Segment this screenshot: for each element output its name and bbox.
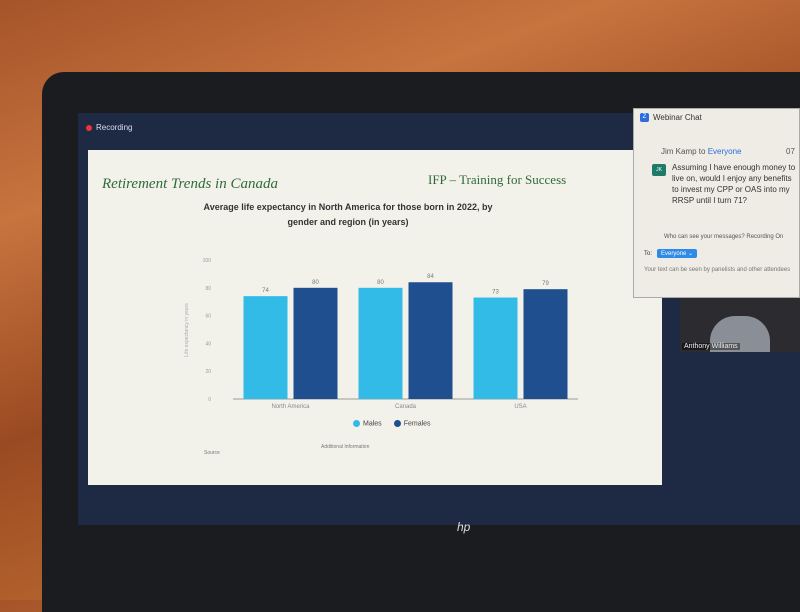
video-tile: Anthony Williams [680,298,800,352]
y-tick-label: 60 [205,314,211,320]
participant-name: Anthony Williams [682,343,740,350]
x-tick-label: North America [271,404,310,410]
x-tick-label: Canada [395,404,417,410]
data-label: 80 [377,280,384,286]
y-tick-label: 20 [205,369,211,375]
chart-title: Average life expectancy in North America… [203,202,493,227]
to-word: to [698,147,706,156]
bar-males-usa[interactable] [473,297,518,399]
bar-females-canada[interactable] [408,282,453,399]
webinar-chat-panel: Z Webinar Chat Jim Kamp to Everyone 07 JK… [633,108,800,298]
chat-message: Assuming I have enough money to live on,… [672,163,796,205]
timestamp: 07 [786,147,795,156]
y-tick-label: 80 [205,286,211,292]
avatar: JK [652,164,666,176]
slide-title: Retirement Trends in Canada [102,176,278,192]
who-can-see-link[interactable]: Who can see your messages? Recording On [664,234,784,240]
data-label: 79 [542,281,549,287]
y-axis-label: Life expectancy in years [184,303,190,357]
data-label: 80 [312,280,319,286]
legend-females[interactable]: Females [393,420,431,428]
data-label: 73 [492,290,499,296]
legend: Males Females [353,420,431,427]
legend-label: Males [363,420,382,428]
source-label[interactable]: Source [204,450,220,456]
to-label: To: [644,250,653,257]
recording-dot-icon [86,124,92,131]
recipient: Everyone [707,147,742,156]
chat-title: Webinar Chat [653,113,702,122]
males-swatch-icon [353,420,360,427]
chat-input[interactable]: Your text can be seen by panelists and o… [644,267,791,273]
recording-label: Recording [96,123,133,132]
sender: Jim Kamp [661,147,697,156]
legend-label: Females [403,420,431,428]
bar-males-canada[interactable] [358,287,403,399]
hp-logo: hp [457,520,471,534]
legend-males[interactable]: Males [353,420,382,427]
data-label: 84 [427,274,434,280]
recording-indicator: Recording [86,123,132,132]
y-tick-label: 0 [208,397,211,403]
bar-females-usa[interactable] [523,289,568,399]
recipient-dropdown[interactable]: Everyone ⌄ [657,249,698,258]
message-header: Jim Kamp to Everyone 07 [661,147,795,156]
data-label: 74 [262,288,269,294]
females-swatch-icon [393,420,401,427]
additional-info-label[interactable]: Additional Information [321,444,370,450]
zoom-logo-icon: Z [640,113,649,122]
bar-males-north-america[interactable] [243,296,288,399]
x-tick-label: USA [514,404,526,410]
y-tick-label: 40 [205,341,211,347]
brand-logo: IFP – Training for Success [428,172,567,187]
y-tick-label: 100 [203,258,212,264]
participant-video [710,316,770,352]
bar-chart: 0 20 40 60 80 100 Life expectancy in years Nort… [184,258,578,410]
bar-females-north-america[interactable] [293,287,338,399]
presentation-slide: Retirement Trends in Canada IFP – Traini… [88,150,662,485]
recipient-value: Everyone [661,251,687,257]
